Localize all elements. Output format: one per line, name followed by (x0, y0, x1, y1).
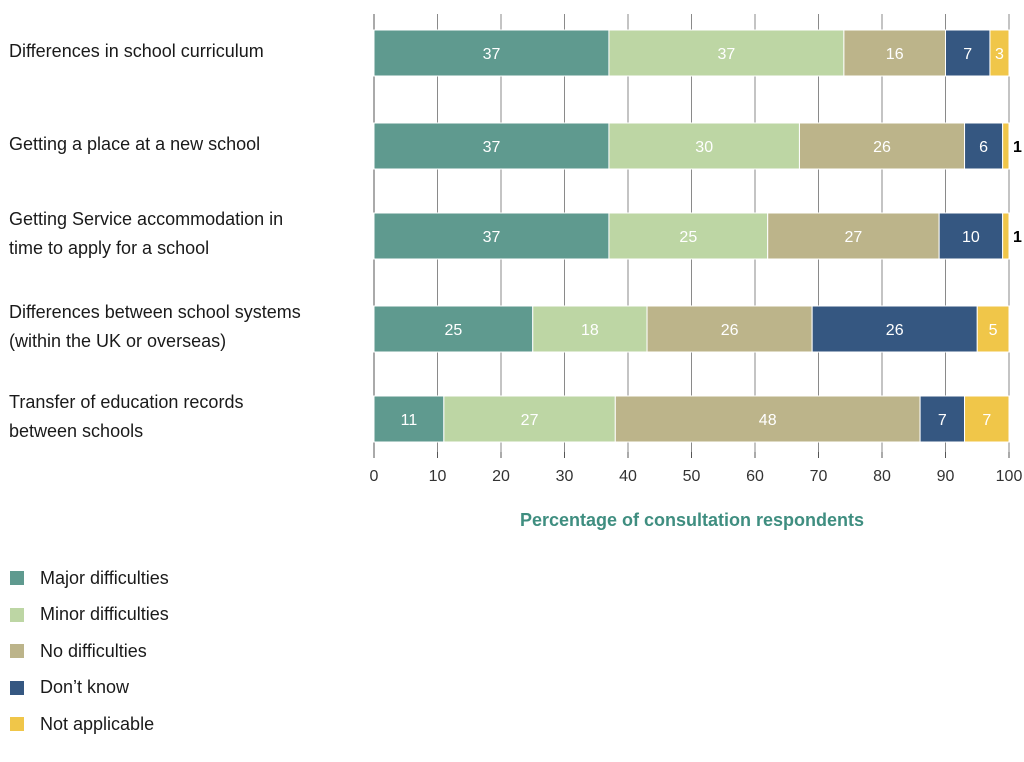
bar-segment (976, 305, 1010, 353)
x-tick-label: 40 (619, 468, 637, 485)
bar-segment (608, 29, 845, 77)
x-tick-label: 70 (810, 468, 828, 485)
bar-segment (964, 122, 1004, 170)
data-label: 37 (718, 46, 736, 63)
x-tick-label: 20 (492, 468, 510, 485)
x-tick-label: 60 (746, 468, 764, 485)
legend-label: Don’t know (40, 677, 130, 698)
stacked-bar-chart: 0 10 20 30 40 50 60 70 80 90 100 37 37 16 7 3 37 30 26 6 1 37… (370, 14, 1023, 485)
data-label: 37 (483, 229, 501, 246)
bar-segment (964, 395, 1010, 443)
data-label: 48 (759, 412, 777, 429)
data-label: 26 (873, 139, 891, 156)
category-label-line: Differences in school curriculum (9, 40, 264, 61)
legend-label: Major difficulties (40, 567, 169, 588)
data-label: 11 (401, 412, 418, 429)
bar-segment (608, 212, 769, 260)
category-label: Differences between school systems (withi… (9, 298, 364, 356)
legend-swatch (10, 680, 24, 695)
legend-swatch (10, 607, 24, 622)
data-label: 30 (695, 139, 713, 156)
data-label: 16 (886, 46, 904, 63)
category-label: Getting Service accommodation in time to … (9, 205, 364, 263)
category-label-line: (within the UK or overseas) (9, 331, 227, 351)
x-axis-title: Percentage of consultation respondents (519, 510, 865, 530)
category-label-line: Transfer of education records (9, 392, 244, 412)
data-label: 37 (483, 139, 501, 156)
bar-segment (811, 305, 978, 353)
x-tick-label: 90 (937, 468, 955, 485)
data-label: 5 (989, 322, 998, 339)
legend-item: Don’t know (10, 670, 169, 707)
bar-segment (373, 122, 610, 170)
x-tick-label: 30 (556, 468, 574, 485)
data-label: 7 (963, 46, 972, 63)
bar-segment (532, 305, 648, 353)
bar-segment (919, 395, 966, 443)
x-tick-label: 0 (370, 468, 379, 485)
bar-segment (646, 305, 813, 353)
category-label-line: Differences between school systems (9, 302, 301, 322)
data-label: 3 (995, 46, 1004, 63)
bar-segment (373, 305, 534, 353)
data-label: 25 (444, 322, 462, 339)
data-label: 27 (845, 229, 863, 246)
legend-swatch (10, 717, 24, 732)
data-label: 10 (962, 229, 980, 246)
data-label: 25 (679, 229, 697, 246)
data-label: 6 (979, 139, 988, 156)
category-label: Getting a place at a new school (9, 130, 364, 159)
legend-item: Not applicable (10, 706, 169, 743)
bar-segment (798, 122, 966, 170)
bar-segment (1002, 212, 1010, 260)
bar-segment (614, 395, 921, 443)
category-label: Transfer of education records between sch… (9, 388, 364, 446)
legend-item: No difficulties (10, 633, 169, 670)
bar-segment (443, 395, 616, 443)
bar-segment (373, 212, 610, 260)
data-label: 26 (721, 322, 739, 339)
legend-label: Not applicable (40, 713, 155, 734)
data-label: 1 (1013, 139, 1022, 156)
x-tick-label: 50 (683, 468, 701, 485)
data-label: 7 (982, 412, 991, 429)
legend-swatch (10, 571, 24, 586)
legend-label: No difficulties (40, 640, 147, 661)
x-tick-label: 10 (429, 468, 447, 485)
legend-label: Minor difficulties (40, 604, 169, 625)
data-label: 26 (886, 322, 904, 339)
bar-segment (608, 122, 800, 170)
category-label: Differences in school curriculum (9, 37, 364, 66)
data-label: 37 (483, 46, 501, 63)
bar-segment (767, 212, 940, 260)
category-label-line: Getting a place at a new school (9, 133, 261, 154)
data-label: 18 (581, 322, 599, 339)
bar-segment (938, 212, 1004, 260)
bar-segment (989, 29, 1010, 77)
data-label: 1 (1013, 229, 1022, 246)
x-tick-label: 80 (873, 468, 891, 485)
category-label-line: time to apply for a school (9, 238, 210, 258)
bar-segment (373, 395, 445, 443)
data-label: 27 (521, 412, 539, 429)
bar-segment (1002, 122, 1010, 170)
x-tick-label: 100 (996, 468, 1023, 485)
legend-item: Minor difficulties (10, 597, 169, 634)
category-label-line: between schools (9, 421, 144, 441)
bar-segment (945, 29, 991, 77)
legend: Major difficulties Minor difficulties No d… (10, 560, 169, 743)
legend-swatch (10, 644, 24, 659)
legend-item: Major difficulties (10, 560, 169, 597)
data-label: 7 (938, 412, 947, 429)
category-label-line: Getting Service accommodation in (9, 209, 284, 229)
